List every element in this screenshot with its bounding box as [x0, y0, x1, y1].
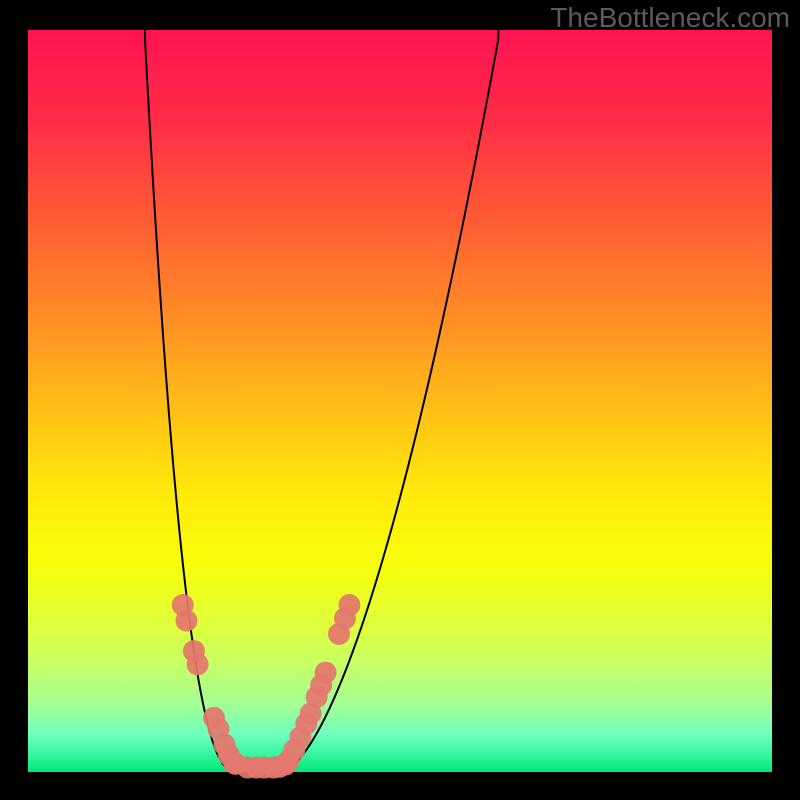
watermark-text: TheBottleneck.com [550, 2, 790, 34]
chart-frame: TheBottleneck.com [0, 0, 800, 800]
plot-gradient-background [28, 30, 772, 772]
